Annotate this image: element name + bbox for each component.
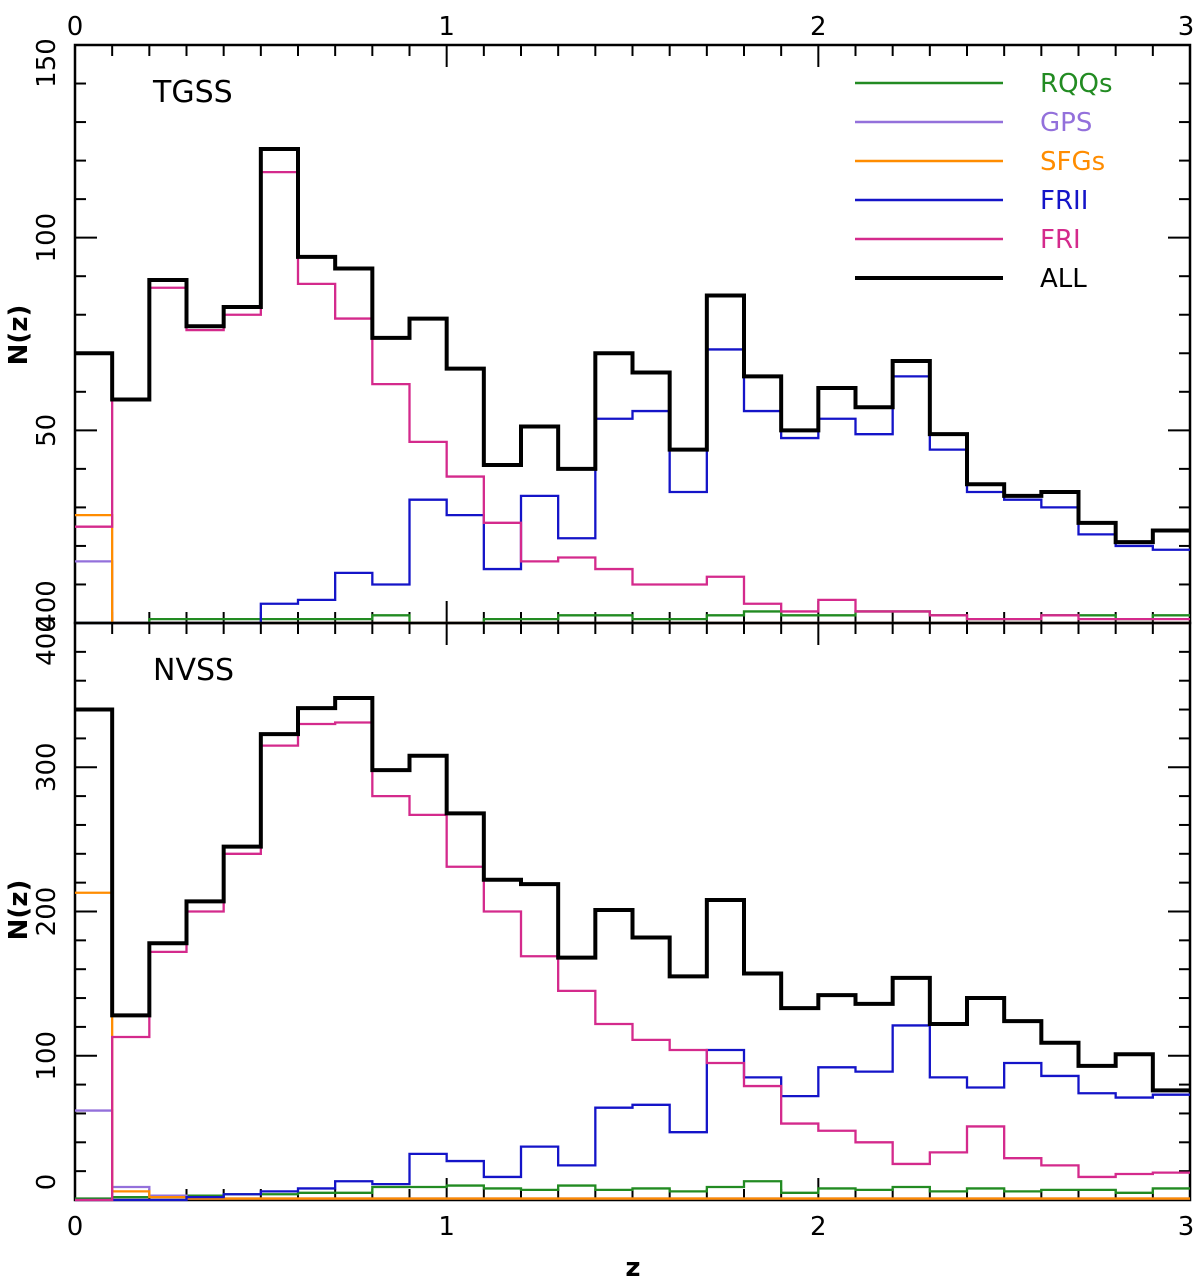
nvss-x-tick-label: 3 (1178, 1212, 1195, 1242)
legend-frii-label: FRII (1040, 186, 1088, 216)
nvss-y-axis-title: N(z) (4, 880, 34, 941)
nvss-y-tick-label: 300 (32, 742, 62, 792)
nvss-x-tick-label: 2 (810, 1212, 827, 1242)
tgss-series-fri-step (75, 171, 1190, 621)
nvss-panel: 0 100 200 300 400 0 1 2 3 N(z) z NVSS (4, 616, 1194, 1280)
nvss-x-tick-label: 0 (67, 1212, 84, 1242)
tgss-y-tick-label: 100 (32, 213, 62, 263)
tgss-legend: RQQs GPS SFGs FRII FRI ALL (855, 69, 1113, 294)
nvss-title: NVSS (153, 653, 234, 688)
nvss-series-gps-step (75, 1109, 1190, 1200)
tgss-x-tick-label: 1 (438, 12, 455, 42)
tgss-y-tick-label: 50 (32, 414, 62, 447)
legend-gps-label: GPS (1040, 108, 1092, 138)
tgss-frame (73, 43, 1192, 625)
tgss-series-all-step (75, 147, 1190, 545)
tgss-title: TGSS (152, 75, 233, 110)
nvss-x-axis-title: z (625, 1253, 640, 1280)
tgss-x-tick-label: 3 (1178, 12, 1195, 42)
tgss-x-tick-label: 0 (67, 12, 84, 42)
nvss-y-tick-label: 100 (32, 1031, 62, 1081)
nvss-y-tick-label: 200 (32, 887, 62, 937)
legend-sfgs-label: SFGs (1040, 147, 1105, 177)
nvss-series-fri-step (75, 721, 1190, 1202)
tgss-y-tick-label: 150 (32, 38, 62, 88)
nvss-y-tick-label: 400 (32, 616, 62, 666)
nvss-x-tick-label: 1 (438, 1212, 455, 1242)
nvss-series-rqqs-step (75, 1180, 1190, 1200)
tgss-y-tick-label: 400 (32, 580, 62, 630)
legend-fri-label: FRI (1040, 225, 1081, 255)
tgss-x-tick-label: 2 (810, 12, 827, 42)
nvss-series-frii-step (75, 1024, 1190, 1202)
legend-rqqs-label: RQQs (1040, 69, 1113, 99)
nvss-y-tick-label: 0 (32, 1174, 62, 1191)
tgss-y-axis-title: N(z) (4, 305, 34, 366)
nvss-series-all-step (75, 696, 1190, 1093)
tgss-panel: 50 100 150 400 0 1 2 3 N(z) TGSS RQQs GPS SFGs FRII FR… (4, 12, 1194, 630)
legend-all-label: ALL (1040, 264, 1087, 294)
